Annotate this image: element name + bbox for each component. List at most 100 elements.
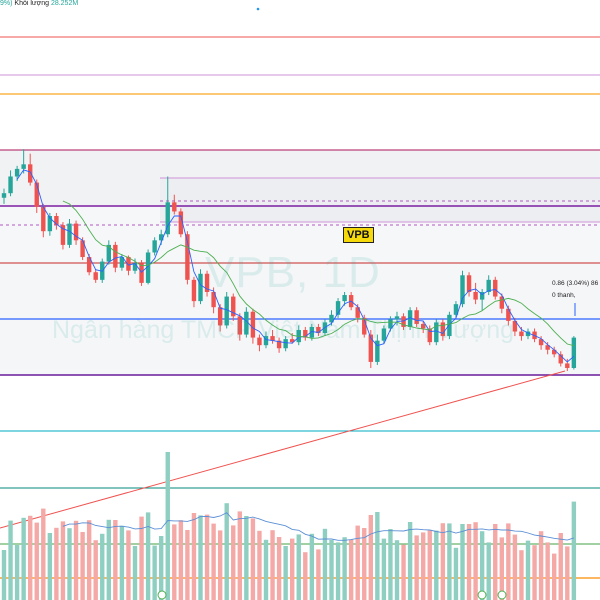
volume-bar: [362, 528, 367, 600]
volume-bar: [132, 546, 138, 600]
volume-bar: [152, 545, 157, 600]
candle-body: [394, 316, 400, 320]
info-line-2: 0 thanh,: [552, 292, 576, 299]
candle-body: [224, 296, 229, 326]
volume-bar: [486, 542, 491, 600]
volume-bar: [106, 519, 111, 600]
volume-bar: [368, 515, 373, 600]
info-box: 0.86 (3.04%) 86 0 thanh,: [552, 278, 598, 302]
volume-bar: [73, 520, 79, 600]
candle-body: [106, 244, 111, 262]
volume-bar: [172, 524, 177, 600]
candle-body: [552, 349, 557, 355]
volume-bar: [381, 538, 387, 600]
candle-body: [290, 339, 295, 343]
candle-body: [126, 257, 131, 271]
candle-body: [159, 234, 164, 241]
candle-body: [41, 206, 46, 232]
volume-bar: [67, 528, 72, 600]
candle-body: [473, 292, 478, 300]
candle-body: [204, 273, 210, 292]
volume-bar: [440, 523, 446, 600]
candle-body: [538, 339, 544, 346]
candle-body: [217, 307, 223, 326]
volume-bar: [525, 540, 531, 600]
candle-body: [401, 316, 406, 327]
candle-body: [276, 340, 282, 349]
volume-bar: [204, 514, 210, 600]
candle-body: [191, 279, 197, 302]
volume-bar: [388, 529, 393, 600]
top-dot-marker: [256, 7, 260, 11]
volume-bar: [303, 552, 308, 600]
candle-body: [113, 244, 118, 268]
volume-bar: [532, 545, 537, 600]
candle-body: [355, 307, 360, 318]
candle-body: [421, 323, 426, 329]
candle-body: [178, 211, 184, 235]
volume-bar: [316, 549, 321, 600]
volume-label: Khối lượng: [14, 0, 49, 7]
candle-body: [512, 320, 518, 332]
candle-body: [211, 292, 216, 308]
candle-body: [270, 336, 275, 341]
info-line-1: 0.86 (3.04%) 86: [552, 280, 599, 287]
volume-bar: [80, 532, 85, 600]
candle-body: [558, 354, 563, 364]
volume-bar: [250, 518, 256, 600]
candle-body: [257, 337, 262, 346]
event-markers: [157, 590, 507, 600]
volume-bar: [126, 530, 131, 600]
candle-body: [329, 314, 334, 323]
candle-body: [486, 279, 491, 292]
ma-long-line: [62, 200, 575, 347]
candle-body: [368, 334, 373, 362]
volume-bar: [257, 530, 262, 600]
resistance-box: [160, 178, 600, 222]
volume-bar: [414, 535, 419, 600]
volume-bar: [519, 550, 524, 600]
volume-bar: [54, 527, 59, 600]
candle-body: [342, 295, 347, 302]
volume-bar: [552, 553, 557, 600]
candle-body: [571, 337, 577, 368]
candle-body: [73, 223, 79, 241]
candle-body: [519, 331, 524, 337]
volume-bar: [145, 512, 151, 600]
volume-bar: [499, 537, 504, 600]
candle-body: [263, 336, 269, 346]
candle-body: [303, 330, 308, 338]
symbol-badge[interactable]: VPB: [343, 227, 374, 243]
volume-bar: [407, 522, 413, 600]
candle-body: [427, 328, 432, 343]
candle-body: [86, 257, 92, 273]
volume-bar: [447, 523, 452, 600]
volume-bar: [263, 539, 269, 600]
candle-body: [198, 273, 203, 302]
legend-header: 9%) Khối lượng 28.252M: [0, 0, 78, 11]
volume-bar: [237, 511, 242, 600]
volume-bar: [21, 517, 26, 600]
candle-body: [375, 340, 380, 362]
candle-body: [499, 296, 504, 309]
candle-body: [21, 164, 26, 169]
volume-bar: [185, 530, 190, 600]
volume-bar: [565, 546, 570, 600]
candle-body: [460, 275, 465, 305]
volume-bar: [139, 516, 144, 600]
volume-bar: [401, 544, 406, 600]
candle-body: [54, 216, 59, 226]
volume-bar: [453, 547, 459, 600]
volume-bar: [460, 524, 465, 600]
event-marker-3: [497, 590, 507, 600]
candle-body: [453, 304, 459, 315]
trend-line: [0, 370, 566, 529]
volume-bar: [270, 530, 275, 600]
volume-bar: [217, 530, 223, 600]
volume-bar: [231, 525, 236, 600]
volume-bar: [322, 528, 328, 600]
candle-body: [231, 296, 236, 317]
volume-bar: [119, 525, 125, 600]
volume-bar: [1, 550, 7, 600]
